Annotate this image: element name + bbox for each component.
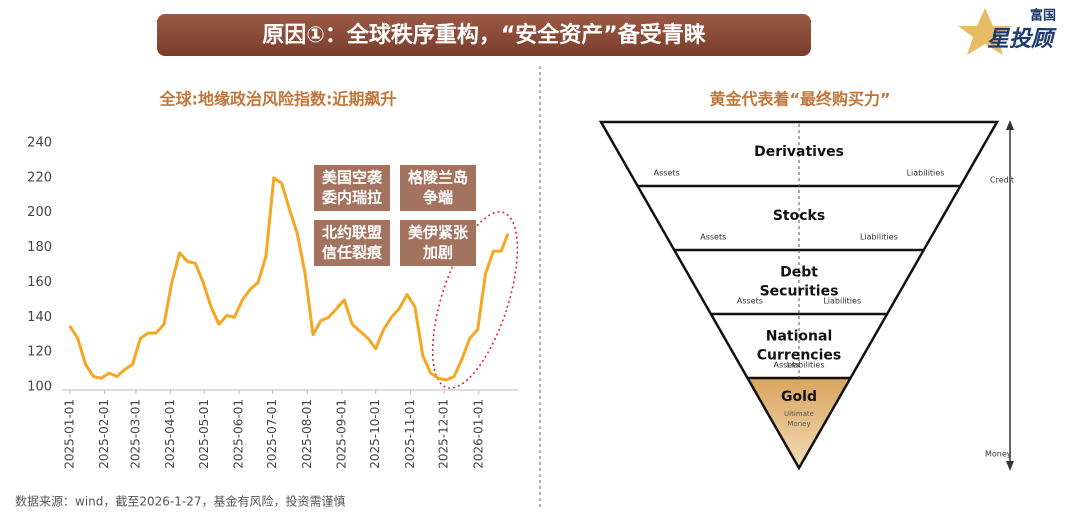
y-tick-label: 240 xyxy=(27,136,52,151)
annotation-box xyxy=(400,165,476,211)
gold-label: Gold xyxy=(781,389,817,405)
footnote: 数据来源：wind，截至2026-1-27，基金有风险，投资需谨慎 xyxy=(15,494,345,509)
gold-sub: Ultimate xyxy=(784,410,814,418)
annotation-box xyxy=(314,220,390,266)
x-tick-label: 2025-09-01 xyxy=(335,399,349,469)
x-tick-label: 2025-06-01 xyxy=(232,399,246,469)
annotation-text: 信任裂痕 xyxy=(322,244,383,262)
x-tick-label: 2025-02-01 xyxy=(97,399,111,469)
assets-label: Assets xyxy=(737,297,763,306)
y-tick-label: 100 xyxy=(27,380,52,395)
y-tick-label: 120 xyxy=(27,345,52,360)
liabilities-label: Liabilities xyxy=(787,361,825,370)
liabilities-label: Liabilities xyxy=(860,233,898,242)
layer-label: Debt xyxy=(780,265,818,281)
y-tick-label: 180 xyxy=(27,240,52,255)
y-tick-label: 220 xyxy=(27,170,52,185)
layer-label: Securities xyxy=(760,284,839,300)
arrow-head xyxy=(1006,461,1014,471)
data-line xyxy=(68,176,510,382)
layer-label: National xyxy=(766,329,833,345)
annotation-box xyxy=(314,165,390,211)
axis-bottom-label: Money xyxy=(985,450,1012,459)
x-tick-label: 2025-11-01 xyxy=(403,399,417,469)
x-tick-label: 2025-10-01 xyxy=(368,399,382,469)
pyramid xyxy=(598,120,1000,471)
gold-sub: Money xyxy=(787,420,810,428)
annotation-text: 委内瑞拉 xyxy=(322,189,382,207)
x-tick-label: 2025-04-01 xyxy=(163,399,177,469)
x-tick-label: 2025-08-01 xyxy=(300,399,314,469)
x-tick-label: 2025-03-01 xyxy=(128,399,142,469)
assets-label: Assets xyxy=(700,233,726,242)
title-banner xyxy=(157,14,811,56)
arrow-head xyxy=(1006,120,1014,130)
layer-label: Currencies xyxy=(757,348,841,364)
liabilities-label: Liabilities xyxy=(823,297,861,306)
y-tick-label: 160 xyxy=(27,275,52,290)
x-tick-label: 2025-12-01 xyxy=(437,399,451,469)
annotation-text: 美国空袭 xyxy=(322,169,383,187)
liabilities-label: Liabilities xyxy=(907,169,945,178)
assets-label: Assets xyxy=(654,169,680,178)
diagram-title: 黄金代表着“最终购买力” xyxy=(709,90,890,109)
annotation-text: 格陵兰岛 xyxy=(408,169,468,187)
logo-main: 星投顾 xyxy=(987,27,1057,52)
annotation-text: 加剧 xyxy=(422,244,453,262)
chart-title: 全球:地缘政治风险指数:近期飙升 xyxy=(159,90,397,109)
annotation-box xyxy=(400,220,476,266)
x-tick-label: 2025-01-01 xyxy=(62,399,76,469)
annotation-text: 争端 xyxy=(423,189,453,207)
annotation-text: 美伊紧张 xyxy=(408,224,469,242)
highlight-ellipse xyxy=(431,211,519,389)
annotation-text: 北约联盟 xyxy=(322,224,382,242)
x-tick-label: 2025-07-01 xyxy=(265,399,279,469)
gold-layer xyxy=(747,378,851,468)
y-tick-label: 200 xyxy=(27,205,52,220)
page-title: 原因①：全球秩序重构，“安全资产”备受青睐 xyxy=(262,22,706,48)
layer-label: Derivatives xyxy=(754,144,844,160)
logo-star xyxy=(958,8,1012,55)
axis-top-label: Credit xyxy=(990,176,1014,185)
logo-top: 富国 xyxy=(1030,8,1056,24)
y-tick-label: 140 xyxy=(27,310,52,325)
assets-label: Assets xyxy=(773,361,799,370)
layer-label: Stocks xyxy=(773,208,825,224)
x-tick-label: 2025-05-01 xyxy=(197,399,211,469)
x-tick-label: 2026-01-01 xyxy=(471,399,485,469)
